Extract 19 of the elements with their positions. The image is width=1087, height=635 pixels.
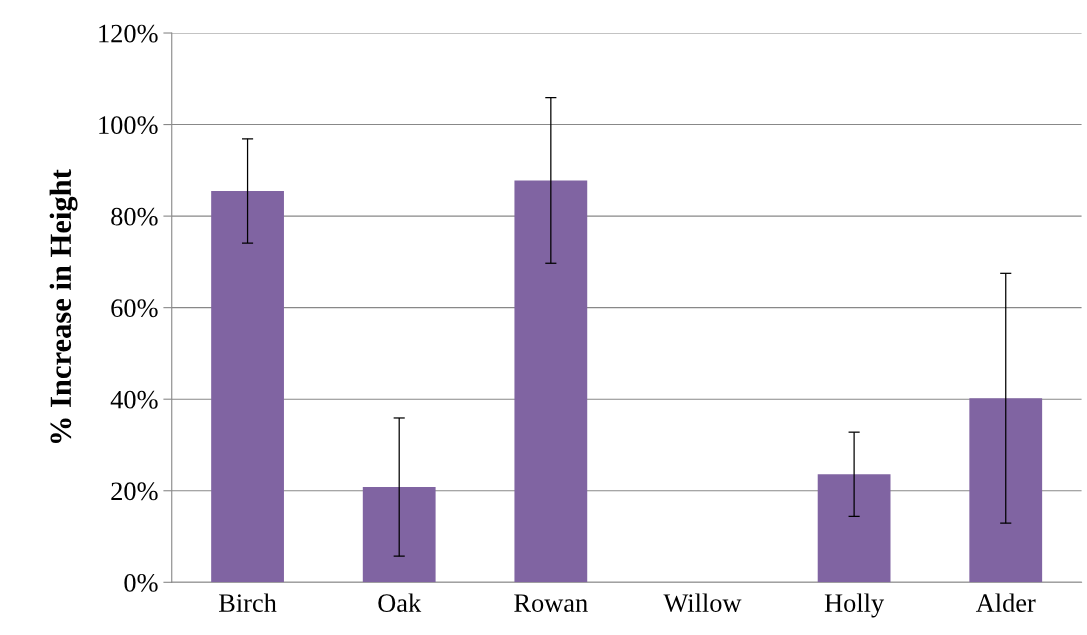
x-tick-label: Rowan — [514, 594, 588, 612]
y-axis-title: % Increase in Height — [49, 169, 78, 444]
y-tick-label: 120% — [99, 24, 158, 43]
bar — [514, 180, 588, 583]
bar — [362, 487, 436, 583]
bar — [211, 190, 284, 583]
y-tick-label: 20% — [111, 482, 158, 501]
x-tick-label: Holly — [824, 593, 885, 618]
y-tick-label: 0% — [124, 573, 158, 592]
bar — [969, 398, 1043, 583]
x-tick-label: Birch — [219, 593, 277, 612]
bar — [817, 474, 891, 583]
y-tick-label: 80% — [111, 207, 158, 226]
y-tick-label: 60% — [111, 299, 158, 318]
x-tick-label: Alder — [975, 593, 1036, 612]
x-tick-label: Oak — [378, 593, 422, 612]
x-tick-label: Willow — [663, 593, 742, 613]
y-tick-label: 100% — [99, 116, 158, 135]
y-tick-label: 40% — [110, 390, 158, 409]
